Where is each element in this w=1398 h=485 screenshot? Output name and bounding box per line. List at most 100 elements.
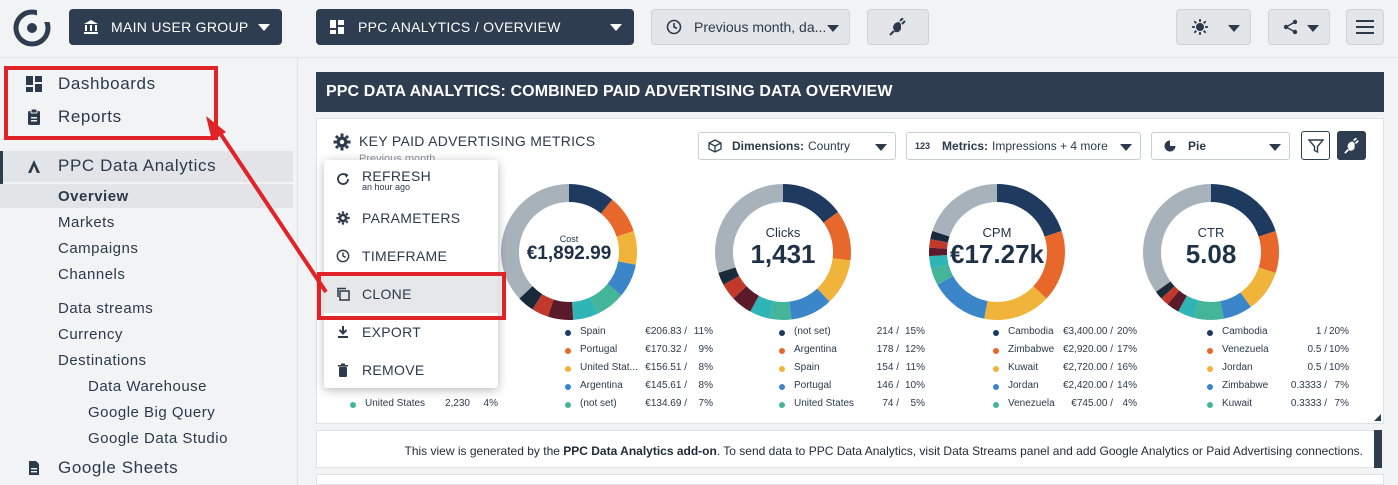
menu-refresh-sub: an hour ago	[362, 182, 411, 192]
top-bar: MAIN USER GROUP PPC ANALYTICS / OVERVIEW…	[0, 0, 1398, 58]
share-button[interactable]	[1268, 9, 1330, 45]
donut-title: Clicks	[765, 225, 801, 240]
footer-addon-link[interactable]: PPC Data Analytics add-on	[563, 444, 717, 458]
legend-row: United States 2,230 4%	[350, 398, 500, 416]
footer-text: This view is generated by the PPC Data A…	[405, 444, 1364, 458]
sidebar-item-google-sheets[interactable]: Google Sheets	[26, 458, 178, 478]
sidebar-item-channels[interactable]: Channels	[58, 266, 126, 283]
menu-item-timeframe[interactable]: TIMEFRAME	[324, 237, 498, 275]
menu-item-refresh[interactable]: REFRESH an hour ago	[324, 160, 498, 198]
panel-plugin-button[interactable]	[1337, 131, 1366, 160]
menu-item-clone[interactable]: CLONE	[324, 275, 498, 313]
donut-slice[interactable]	[929, 184, 1065, 320]
sidebar-item-google-big-query[interactable]: Google Big Query	[88, 404, 216, 421]
highlight-box-nav	[4, 66, 218, 140]
donut-slice[interactable]	[929, 184, 1065, 320]
donut-slice[interactable]	[929, 184, 1065, 320]
sidebar-item-currency[interactable]: Currency	[58, 326, 123, 343]
legend-row[interactable]: Jordan 0.5 /10%	[1207, 362, 1357, 380]
legend-row[interactable]: Cambodia 1 /20%	[1207, 326, 1357, 344]
donut-slice[interactable]	[715, 184, 851, 320]
legend-value: €745.00 /	[1071, 398, 1113, 409]
legend-name: Kuwait	[1008, 362, 1039, 373]
panel-title: KEY PAID ADVERTISING METRICS	[359, 133, 596, 149]
theme-toggle-button[interactable]	[1176, 9, 1251, 45]
legend-row[interactable]: United Stat... €156.51 / 8%	[565, 362, 715, 380]
legend-name: Portugal	[794, 380, 832, 391]
donut-slice[interactable]	[929, 184, 1065, 320]
menu-item-export[interactable]: EXPORT	[324, 313, 498, 351]
donut-slice[interactable]	[501, 184, 637, 320]
legend-row[interactable]: Argentina 178 / 12%	[779, 344, 929, 362]
analytics-icon	[28, 160, 40, 173]
legend-row[interactable]: Venezuela 0.5 /10%	[1207, 344, 1357, 362]
sidebar-item-campaigns[interactable]: Campaigns	[58, 240, 139, 257]
sidebar-item-data-warehouse[interactable]: Data Warehouse	[88, 378, 208, 395]
sidebar-item-markets[interactable]: Markets	[58, 214, 115, 231]
metrics-select[interactable]: 123 Metrics: Impressions + 4 more	[906, 132, 1141, 160]
legend-row[interactable]: Spain €206.83 / 11%	[565, 326, 715, 344]
donut-slice[interactable]	[715, 184, 851, 320]
sidebar-active-highlight	[0, 184, 293, 208]
legend-row[interactable]: Portugal 146 / 10%	[779, 380, 929, 398]
legend-pct: 15%	[904, 326, 925, 337]
legend-dot	[1207, 366, 1213, 372]
sidebar-item-google-data-studio[interactable]: Google Data Studio	[88, 430, 228, 447]
donut-slice[interactable]	[1143, 184, 1279, 320]
sidebar-item-data-streams[interactable]: Data streams	[58, 300, 154, 317]
legend-row[interactable]: Zimbabwe €2,920.00 /17%	[993, 344, 1143, 362]
legend-row[interactable]: Portugal €170.32 / 9%	[565, 344, 715, 362]
legend-row[interactable]: Cambodia €3,400.00 /20%	[993, 326, 1143, 344]
legend-row[interactable]: Kuwait 0.3333 / 7%	[1207, 398, 1357, 416]
sidebar-item-reports[interactable]: Reports	[26, 107, 122, 127]
donut-chart-ctr[interactable]	[1141, 182, 1281, 322]
legend-row[interactable]: Venezuela €745.00 / 4%	[993, 398, 1143, 416]
donut-slice[interactable]	[501, 184, 637, 320]
legend-row[interactable]: Kuwait €2,720.00 /16%	[993, 362, 1143, 380]
legend-row[interactable]: Spain 154 / 11%	[779, 362, 929, 380]
donut-slice[interactable]	[715, 184, 851, 320]
legend-row[interactable]: (not set) €134.69 / 7%	[565, 398, 715, 416]
sidebar-item-overview[interactable]: Overview	[58, 188, 129, 205]
next-panel-edge	[316, 474, 1384, 485]
donut-center-label: Clicks 1,431	[713, 225, 853, 269]
user-group-label: MAIN USER GROUP	[111, 19, 249, 35]
donut-chart-clicks[interactable]	[713, 182, 853, 322]
donut-center-label: CPM €17.27k	[927, 225, 1067, 269]
legend-dot	[1207, 330, 1213, 336]
donut-chart-cpm[interactable]	[927, 182, 1067, 322]
dimensions-select[interactable]: Dimensions: Country	[698, 132, 896, 160]
menu-item-remove[interactable]: REMOVE	[324, 351, 498, 389]
view-select[interactable]: PPC ANALYTICS / OVERVIEW	[316, 9, 634, 45]
main-menu-button[interactable]	[1346, 9, 1384, 45]
chart-type-select[interactable]: Pie	[1151, 132, 1290, 160]
legend-row[interactable]: (not set) 214 / 15%	[779, 326, 929, 344]
sidebar-item-dashboards[interactable]: Dashboards	[26, 74, 156, 94]
sidebar-item-destinations[interactable]: Destinations	[58, 352, 147, 369]
legend-row[interactable]: Jordan €2,420.00 /14%	[993, 380, 1143, 398]
gear-icon[interactable]	[333, 133, 351, 151]
legend-pct: 8%	[698, 380, 713, 391]
page-title: PPC DATA ANALYTICS: COMBINED PAID ADVERT…	[316, 72, 1384, 112]
menu-export-label: EXPORT	[362, 324, 422, 340]
app-logo[interactable]	[12, 8, 52, 48]
donut-chart-cost[interactable]	[499, 182, 639, 322]
menu-item-parameters[interactable]: PARAMETERS	[324, 199, 498, 237]
donut-slice[interactable]	[501, 184, 637, 320]
resize-handle[interactable]	[1374, 414, 1381, 421]
donut-slice[interactable]	[1143, 184, 1279, 320]
legend-row[interactable]: United States 74 / 5%	[779, 398, 929, 416]
legend-value: 214 /	[876, 326, 899, 337]
filter-button[interactable]	[1301, 131, 1330, 160]
legend-dot	[565, 348, 571, 354]
user-group-select[interactable]: MAIN USER GROUP	[69, 9, 282, 45]
plug-icon	[1343, 137, 1360, 154]
legend-row[interactable]: Argentina €145.61 / 8%	[565, 380, 715, 398]
date-range-select[interactable]: Previous month, da...	[651, 9, 850, 45]
dimensions-value: Country	[808, 139, 851, 153]
legend-row[interactable]: Zimbabwe 0.3333 / 7%	[1207, 380, 1357, 398]
sidebar-item-ppc-data-analytics[interactable]: PPC Data Analytics	[26, 156, 216, 176]
plugin-button[interactable]	[867, 9, 929, 45]
donut-slice[interactable]	[1143, 184, 1279, 320]
donut-total: €1,892.99	[526, 243, 612, 264]
